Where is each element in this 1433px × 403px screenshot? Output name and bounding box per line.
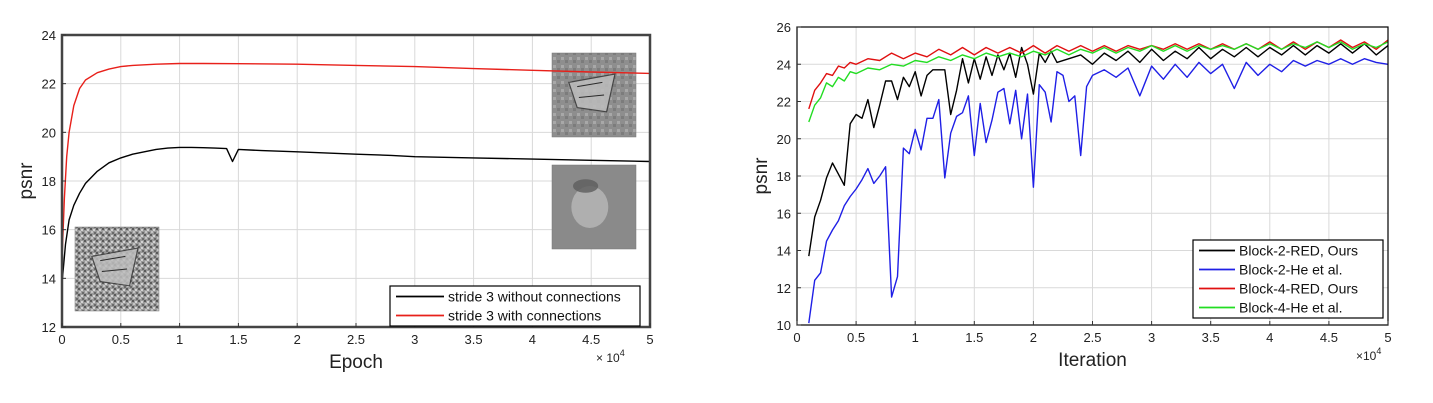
y-tick-label: 16 <box>777 206 791 221</box>
legend-label-1: Block-2-RED, Ours <box>1239 243 1358 259</box>
x-tick-label: 1.5 <box>229 332 247 347</box>
y-tick-label: 20 <box>42 125 56 140</box>
y-tick-label: 26 <box>777 20 791 35</box>
y-tick-label: 14 <box>42 271 56 286</box>
x-tick-label: 3.5 <box>465 332 483 347</box>
y-tick-label: 14 <box>777 244 791 259</box>
legend-label-2: stride 3 with connections <box>448 308 601 324</box>
inset-image-output-with-connections <box>551 52 637 138</box>
x-tick-label: 3.5 <box>1202 330 1220 345</box>
x-tick-label: 3 <box>1148 330 1155 345</box>
y-tick-label: 10 <box>777 318 791 333</box>
x-tick-label: 4 <box>529 332 536 347</box>
x-tick-label: 5 <box>646 332 653 347</box>
x-tick-label: 5 <box>1384 330 1391 345</box>
y-tick-label: 20 <box>777 132 791 147</box>
x-axis-label: Epoch <box>329 352 383 373</box>
legend-label-1: stride 3 without connections <box>448 289 621 305</box>
x-axis-multiplier-exponent: 4 <box>1376 346 1381 356</box>
x-axis-label: Iteration <box>1058 350 1127 371</box>
x-tick-label: 1 <box>912 330 919 345</box>
legend: Block-2-RED, Ours Block-2-He et al. Block-… <box>1192 239 1384 319</box>
chart-right-psnr-vs-iteration: 0 0.5 1 1.5 2 2.5 3 3.5 4 4.5 5 10 12 14 16 18 20 22 24 26 I… <box>751 20 1392 371</box>
x-tick-label: 3 <box>411 332 418 347</box>
x-axis-multiplier: ×104 <box>1356 346 1381 363</box>
x-tick-label: 4.5 <box>1320 330 1338 345</box>
legend-label-3: Block-4-RED, Ours <box>1239 281 1358 297</box>
y-tick-label: 24 <box>42 28 56 43</box>
chart-left-psnr-vs-epoch: 0 0.5 1 1.5 2 2.5 3 3.5 4 4.5 5 12 14 16 18 20 22 24 Epoch… <box>16 28 654 373</box>
y-tick-label: 16 <box>42 223 56 238</box>
series-line-1 <box>61 146 651 284</box>
x-axis-multiplier: × 104 <box>596 348 625 365</box>
inset-image-noisy-input <box>74 226 160 312</box>
y-tick-label: 22 <box>777 95 791 110</box>
series-line-2 <box>808 58 1389 324</box>
x-axis-multiplier-exponent: 4 <box>620 348 625 358</box>
y-axis-label: psnr <box>16 162 37 200</box>
y-tick-label: 12 <box>777 281 791 296</box>
x-tick-label: 0.5 <box>112 332 130 347</box>
x-tick-label: 0 <box>793 330 800 345</box>
legend-label-4: Block-4-He et al. <box>1239 300 1342 316</box>
inset-image-output-without-connections <box>551 164 637 250</box>
x-axis-multiplier-base: × 10 <box>596 351 620 365</box>
x-tick-label: 2 <box>1030 330 1037 345</box>
x-tick-label: 0.5 <box>847 330 865 345</box>
legend-label-2: Block-2-He et al. <box>1239 262 1342 278</box>
y-tick-label: 18 <box>42 174 56 189</box>
y-axis-label: psnr <box>751 157 772 195</box>
x-axis-multiplier-base: ×10 <box>1356 349 1377 363</box>
butterfly-wing-shape <box>568 73 616 113</box>
legend-box <box>1192 239 1384 319</box>
y-tick-label: 24 <box>777 57 791 72</box>
dark-blob-shape <box>573 179 599 193</box>
x-tick-label: 1.5 <box>965 330 983 345</box>
x-tick-label: 2.5 <box>347 332 365 347</box>
legend: stride 3 without connections stride 3 wit… <box>389 285 641 327</box>
x-tick-label: 4.5 <box>582 332 600 347</box>
y-tick-label: 12 <box>42 320 56 335</box>
butterfly-vein-lines <box>100 255 128 273</box>
blurred-blob-shape <box>571 186 609 228</box>
series-line-4 <box>808 41 1389 123</box>
x-tick-label: 2.5 <box>1083 330 1101 345</box>
x-tick-label: 2 <box>294 332 301 347</box>
y-tick-label: 18 <box>777 169 791 184</box>
butterfly-vein-lines <box>577 81 605 99</box>
y-tick-label: 22 <box>42 77 56 92</box>
series-line-1 <box>808 43 1389 257</box>
butterfly-wing-shape <box>91 247 139 287</box>
series-line-2 <box>61 62 651 259</box>
x-tick-label: 4 <box>1266 330 1273 345</box>
x-tick-label: 0 <box>58 332 65 347</box>
legend-box <box>389 285 641 327</box>
x-tick-label: 1 <box>176 332 183 347</box>
